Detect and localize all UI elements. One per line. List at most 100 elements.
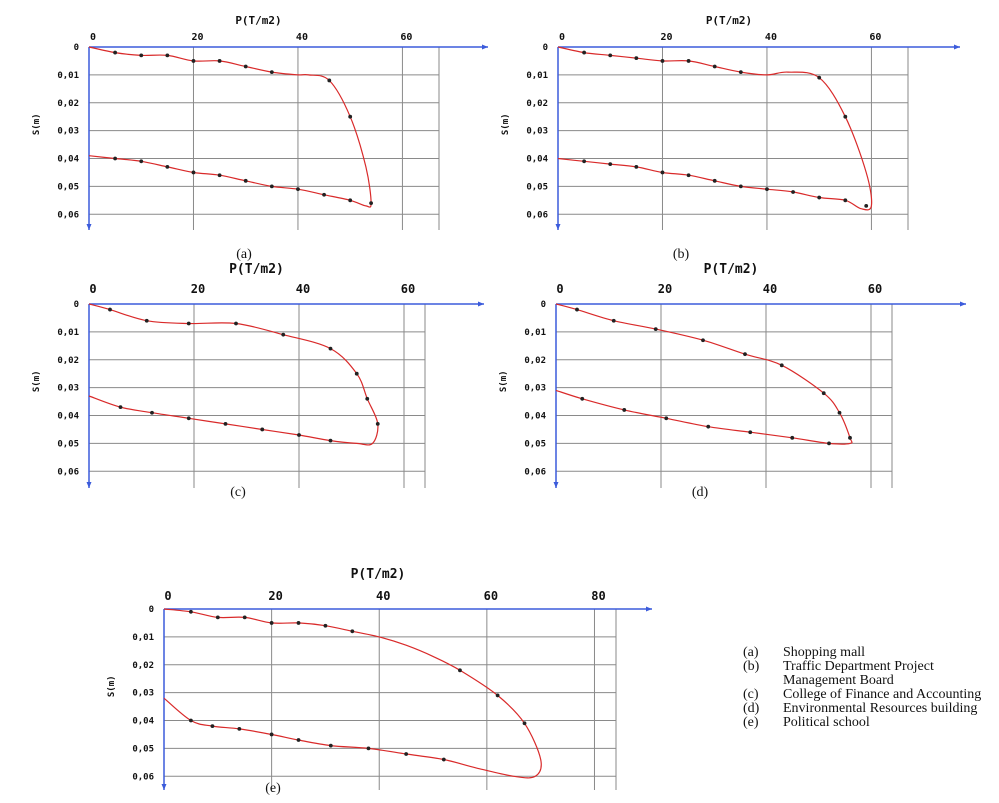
data-point [328,743,333,748]
data-point [139,53,144,58]
data-point [611,318,616,323]
y-tick-label: 0,01 [132,633,154,643]
data-point [837,410,842,415]
x-axis-arrow [960,301,966,307]
y-axis-title: S(m) [499,370,509,392]
y-tick-label: 0,02 [524,356,546,366]
chart-panel-e: 0 20 40 60 80 P(T/m2) 0 0,01 0,02 0,03 0,04 0,05 0,0… [107,567,652,796]
data-point [634,56,639,61]
data-point [217,59,222,63]
data-point [522,721,527,726]
y-tick-label: 0,01 [57,71,79,81]
data-point [354,371,359,376]
data-point [660,170,665,175]
data-point [296,738,301,742]
legend-key: (e) [743,715,759,730]
data-point [191,170,196,175]
y-axis-arrow [86,224,92,230]
x-axis-arrow [954,44,960,50]
x-tick-label: 60 [484,589,498,603]
y-tick-label: 0,05 [524,439,546,449]
data-point [817,195,822,200]
y-tick-label: 0 [74,43,79,53]
x-tick-label: 20 [660,32,672,43]
data-point [323,623,328,628]
y-tick-label: 0,05 [132,744,154,754]
data-point [165,164,170,169]
data-point [686,173,691,178]
legend-text: College of Finance and Accounting [783,687,982,702]
data-point [118,405,123,410]
data-point [348,198,353,203]
x-axis-title: P(T/m2) [229,262,284,277]
y-tick-label: 0,02 [57,356,79,366]
chart-panel-b: 0 20 40 60 P(T/m2) 0 0,01 0,02 0,03 0,04 0,05 0,06 S… [501,14,960,262]
data-point [843,114,848,119]
data-point [821,391,826,396]
data-point [404,752,409,756]
data-point [108,307,112,312]
y-axis-title: S(m) [107,675,117,697]
data-point [243,64,248,69]
data-point [712,64,717,69]
data-point [580,396,585,401]
data-point [186,321,191,326]
y-tick-label: 0,03 [132,689,154,699]
data-point [191,59,196,63]
x-tick-label: 60 [401,282,415,296]
data-point [297,433,301,437]
x-axis-title: P(T/m2) [706,14,752,27]
data-point [237,726,242,731]
x-axis-arrow [646,606,652,612]
y-tick-label: 0,05 [526,182,548,192]
x-tick-label: 0 [89,282,96,296]
data-point [269,732,274,737]
data-point [328,346,333,351]
data-point [296,621,301,625]
y-tick-label: 0,06 [132,772,154,782]
y-tick-label: 0,05 [57,182,79,192]
y-axis-title: S(m) [501,113,511,135]
legend-text: Traffic Department Project Management Bo… [783,659,934,688]
data-point [165,53,170,58]
data-point [441,757,446,762]
data-point [608,162,613,166]
y-tick-label: 0 [541,300,546,310]
legend-text: Political school [783,715,870,730]
y-tick-label: 0 [543,43,548,53]
data-point [706,424,711,429]
panel-label: (e) [265,781,281,796]
legend-key: (a) [743,645,759,660]
y-tick-label: 0,06 [526,210,548,220]
y-tick-label: 0,01 [526,71,548,81]
x-tick-label: 40 [765,32,777,43]
y-tick-label: 0 [149,605,154,615]
data-point [738,70,743,74]
data-point [495,693,500,698]
data-point [269,70,274,74]
data-point [765,187,769,192]
data-point [817,75,822,80]
panel-label: (b) [673,247,690,262]
legend-item: (d) Environmental Resources building [743,702,995,716]
data-point [743,352,747,357]
chart-panel-d: 0 20 40 60 P(T/m2) 0 0,01 0,02 0,03 0,04 0,05 0,06 S… [499,262,966,500]
data-point [622,408,627,412]
data-point [234,321,238,326]
data-point [328,438,333,443]
legend-key: (d) [743,701,760,716]
data-point [113,50,118,55]
series-line [557,46,873,211]
x-tick-label: 60 [868,282,882,296]
y-axis-title: S(m) [32,113,42,135]
x-tick-label: 0 [164,589,171,603]
panel-label: (a) [236,247,252,262]
panel-label: (c) [230,485,246,500]
data-point [582,159,587,164]
legend-text: Shopping mall [783,645,866,660]
data-point [215,615,220,620]
data-point [365,396,370,401]
data-point [269,621,274,625]
y-tick-label: 0,01 [524,328,546,338]
data-point [738,184,743,189]
